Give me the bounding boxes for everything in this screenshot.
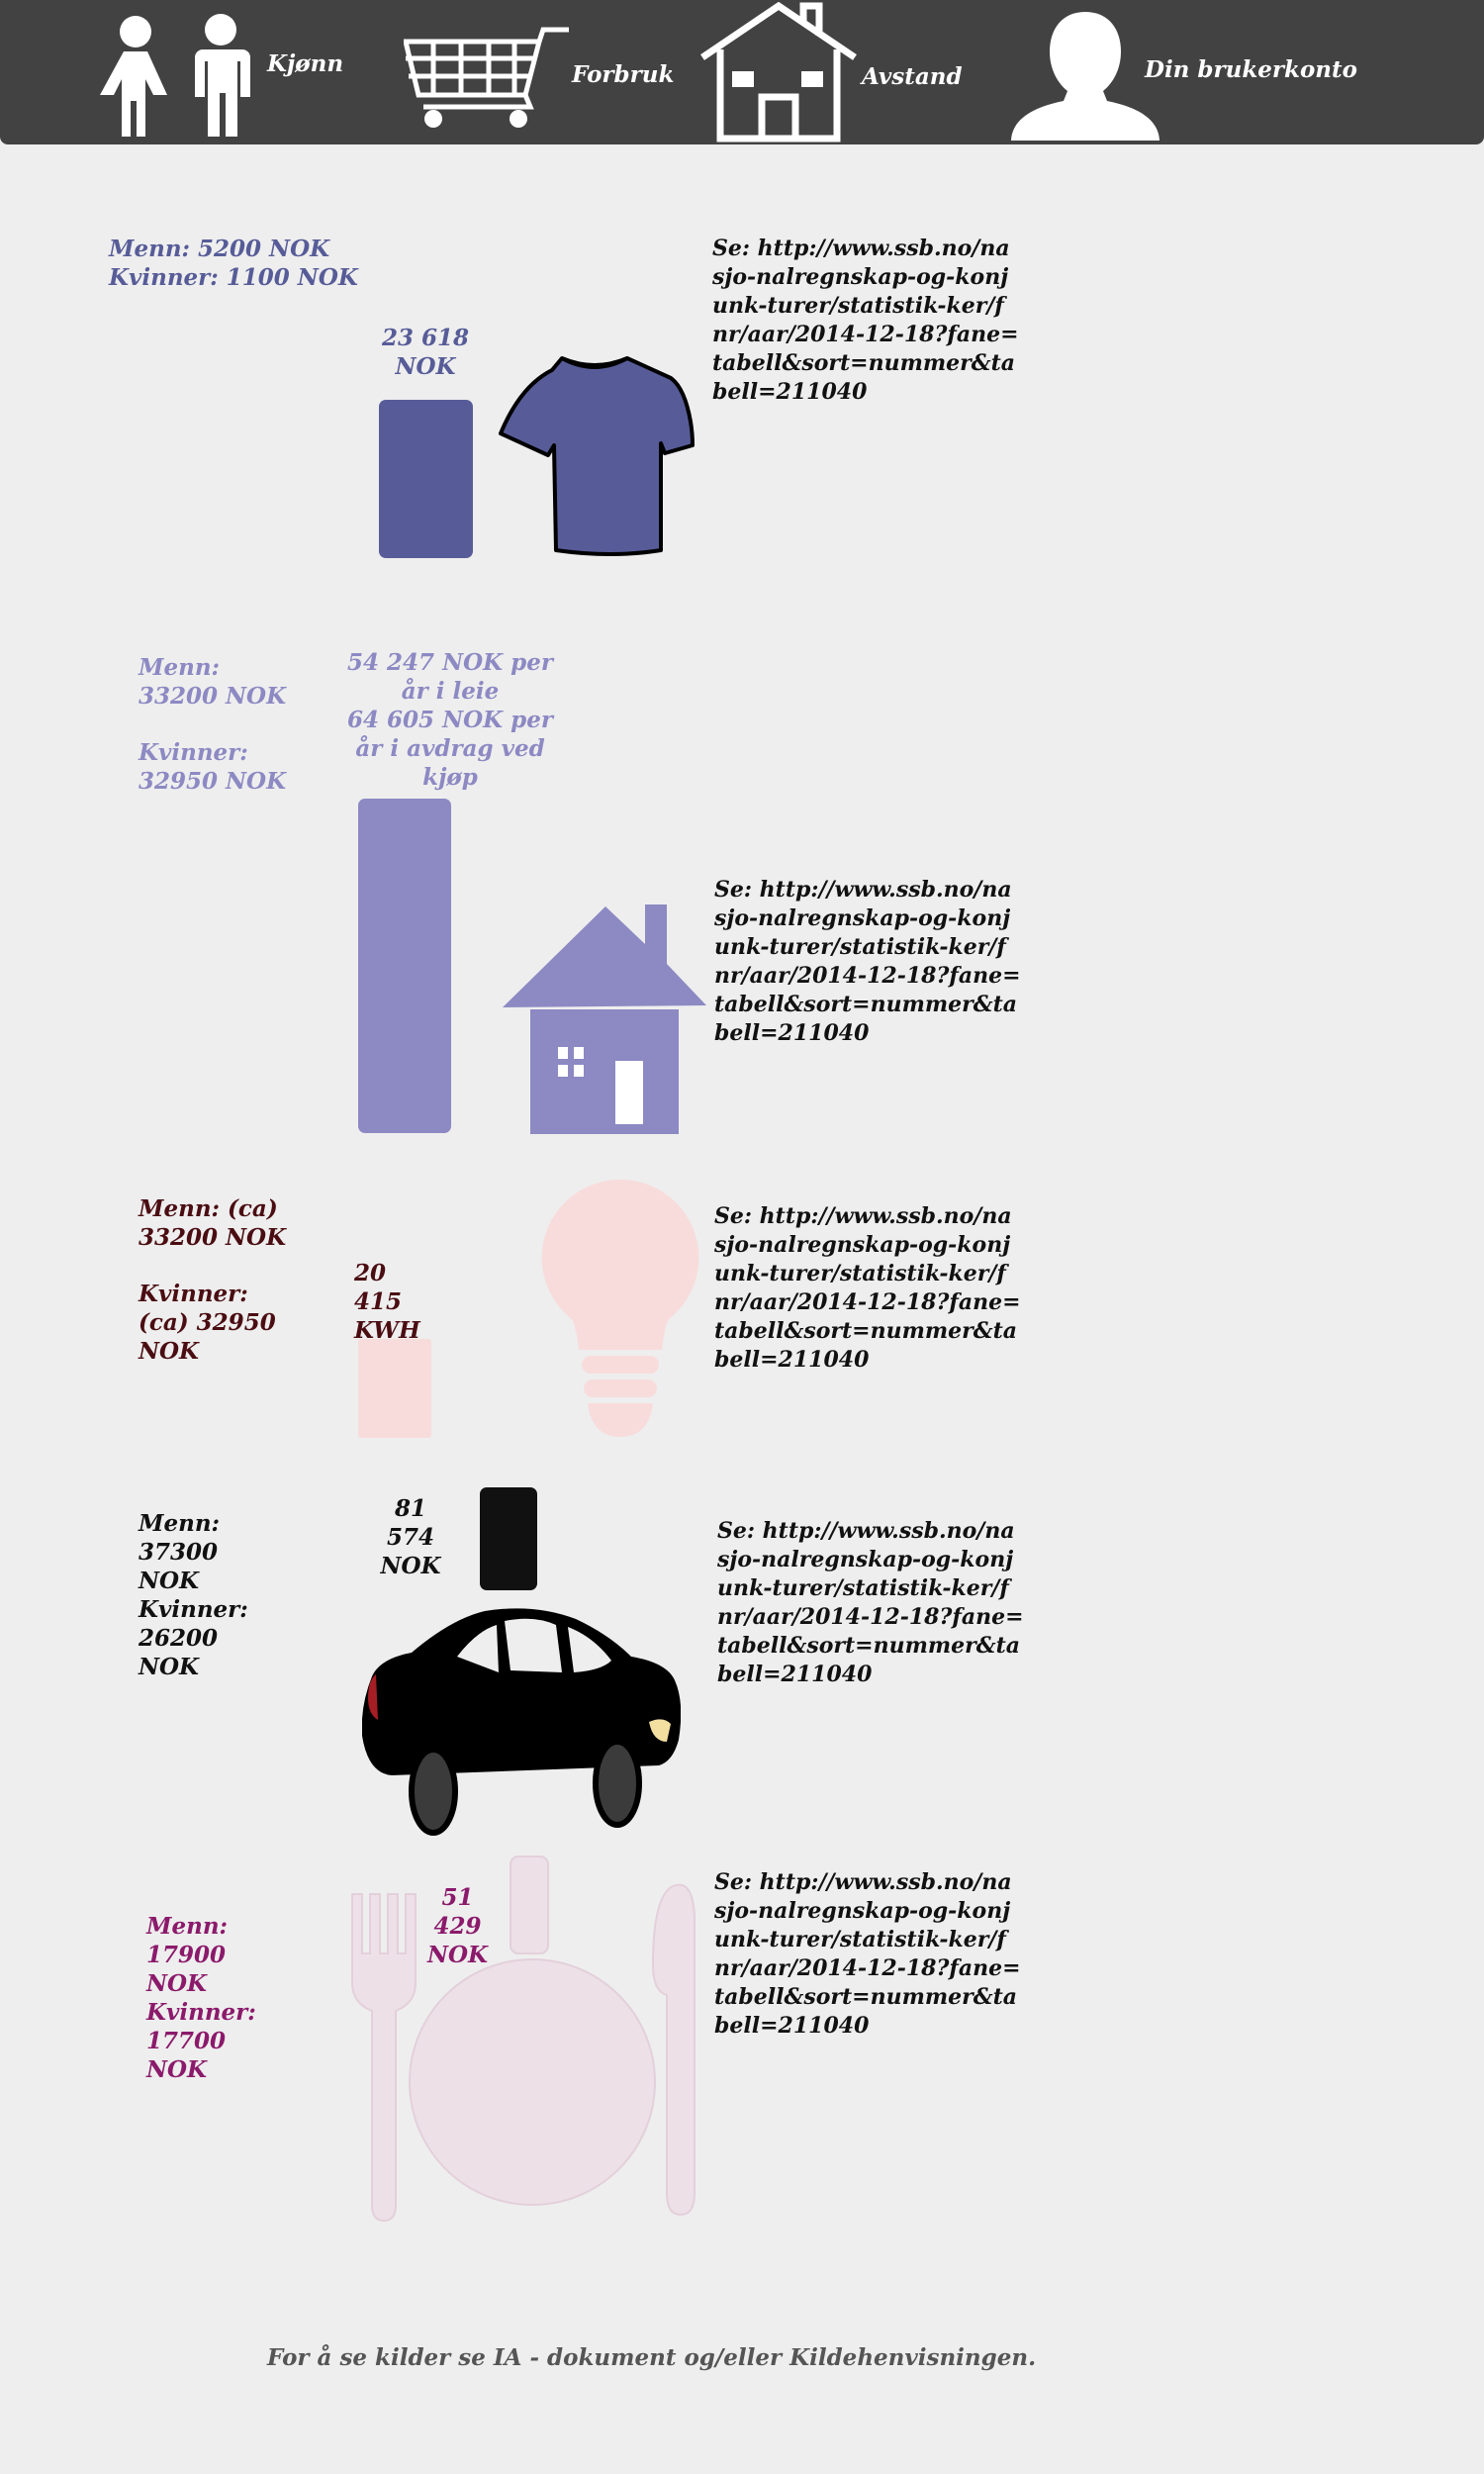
clothing-total: 23 618 NOK bbox=[381, 325, 470, 380]
clothing-bar bbox=[379, 400, 473, 558]
electricity-women-stat: Kvinner: (ca) 32950 NOK bbox=[139, 1281, 276, 1365]
housing-men-stat: Menn: 33200 NOK bbox=[139, 654, 287, 710]
nav-item-avstand[interactable]: Avstand bbox=[698, 2, 966, 143]
food-source: Se: http://www.ssb.no/nasjo-nalregnskap-… bbox=[714, 1869, 1021, 2039]
electricity-bar bbox=[358, 1339, 431, 1438]
electricity-source: Se: http://www.ssb.no/nasjo-nalregnskap-… bbox=[714, 1203, 1021, 1373]
lightbulb-icon bbox=[541, 1179, 699, 1437]
plate-cutlery-icon bbox=[351, 1856, 696, 2223]
food-total: 51 429 NOK bbox=[426, 1884, 489, 1968]
housing-total-rent: 54 247 NOK per år i leie bbox=[347, 649, 553, 705]
electricity-total: 20 415 KWH bbox=[354, 1260, 420, 1344]
car-men-stat: Menn: 37300 NOK bbox=[139, 1510, 221, 1594]
car-total: 81 574 NOK bbox=[380, 1495, 441, 1579]
clothing-source: Se: http://www.ssb.no/nasjo-nalregnskap-… bbox=[712, 236, 1019, 405]
electricity-men-stat: Menn: (ca) 33200 NOK bbox=[139, 1195, 287, 1251]
car-source: Se: http://www.ssb.no/nasjo-nalregnskap-… bbox=[717, 1518, 1024, 1687]
top-navbar: Kjønn Forbruk Avstand bbox=[0, 0, 1484, 144]
housing-women-stat: Kvinner: 32950 NOK bbox=[139, 739, 287, 795]
housing-total-buy: 64 605 NOK per år i avdrag ved kjøp bbox=[347, 707, 553, 791]
food-men-stat: Menn: 17900 NOK bbox=[146, 1913, 229, 1997]
people-icon bbox=[100, 14, 250, 137]
nav-item-kjonn[interactable]: Kjønn bbox=[94, 8, 351, 137]
footer-note: For å se kilder se IA - dokument og/elle… bbox=[267, 2344, 1037, 2371]
tshirt-icon bbox=[499, 356, 695, 556]
nav-label-kjonn: Kjønn bbox=[267, 50, 344, 77]
nav-item-forbruk[interactable]: Forbruk bbox=[404, 20, 675, 134]
nav-label-brukerkonto: Din brukerkonto bbox=[1145, 56, 1357, 83]
house-icon bbox=[503, 904, 706, 1134]
housing-source: Se: http://www.ssb.no/nasjo-nalregnskap-… bbox=[714, 877, 1021, 1046]
car-icon bbox=[362, 1608, 681, 1836]
clothing-men-stat: Menn: 5200 NOK bbox=[109, 236, 330, 262]
house-icon bbox=[700, 2, 857, 143]
housing-bar bbox=[358, 799, 451, 1133]
cart-icon bbox=[404, 27, 569, 128]
nav-label-forbruk: Forbruk bbox=[572, 61, 675, 88]
food-women-stat: Kvinner: 17700 NOK bbox=[146, 1999, 256, 2083]
car-women-stat: Kvinner: 26200 NOK bbox=[139, 1596, 248, 1680]
car-bar bbox=[480, 1487, 537, 1590]
nav-item-brukerkonto[interactable]: Din brukerkonto bbox=[1011, 8, 1357, 141]
clothing-women-stat: Kvinner: 1100 NOK bbox=[109, 264, 358, 291]
nav-label-avstand: Avstand bbox=[862, 63, 963, 90]
user-icon bbox=[1011, 12, 1159, 141]
